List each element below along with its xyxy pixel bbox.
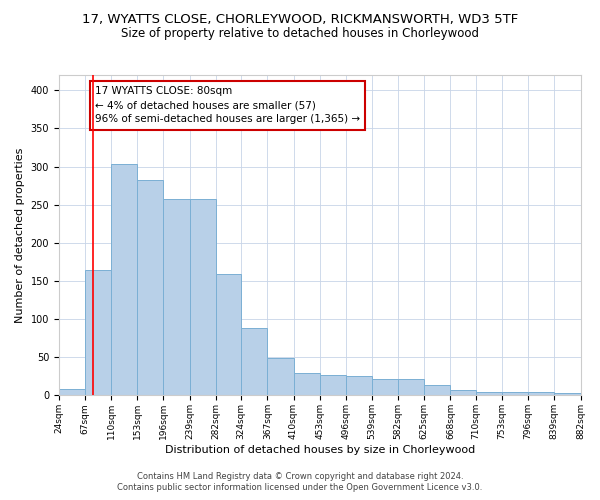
- Bar: [502, 392, 528, 396]
- Bar: [137, 180, 163, 396]
- Bar: [398, 380, 424, 396]
- Bar: [528, 392, 554, 396]
- Bar: [163, 198, 190, 396]
- Bar: [581, 393, 600, 396]
- Y-axis label: Number of detached properties: Number of detached properties: [15, 148, 25, 323]
- Bar: [241, 328, 268, 396]
- Bar: [372, 380, 398, 396]
- Bar: [59, 388, 85, 396]
- Text: 17 WYATTS CLOSE: 80sqm
← 4% of detached houses are smaller (57)
96% of semi-deta: 17 WYATTS CLOSE: 80sqm ← 4% of detached …: [95, 86, 360, 124]
- Bar: [111, 164, 137, 396]
- Bar: [346, 376, 372, 396]
- Bar: [320, 375, 346, 396]
- Bar: [293, 372, 320, 396]
- Bar: [85, 270, 111, 396]
- Bar: [268, 358, 293, 396]
- Bar: [424, 384, 451, 396]
- Text: 17, WYATTS CLOSE, CHORLEYWOOD, RICKMANSWORTH, WD3 5TF: 17, WYATTS CLOSE, CHORLEYWOOD, RICKMANSW…: [82, 12, 518, 26]
- Bar: [476, 392, 502, 396]
- Bar: [216, 274, 241, 396]
- Bar: [451, 390, 476, 396]
- Bar: [190, 198, 216, 396]
- Text: Contains HM Land Registry data © Crown copyright and database right 2024.
Contai: Contains HM Land Registry data © Crown c…: [118, 472, 482, 492]
- X-axis label: Distribution of detached houses by size in Chorleywood: Distribution of detached houses by size …: [164, 445, 475, 455]
- Text: Size of property relative to detached houses in Chorleywood: Size of property relative to detached ho…: [121, 28, 479, 40]
- Bar: [554, 393, 581, 396]
